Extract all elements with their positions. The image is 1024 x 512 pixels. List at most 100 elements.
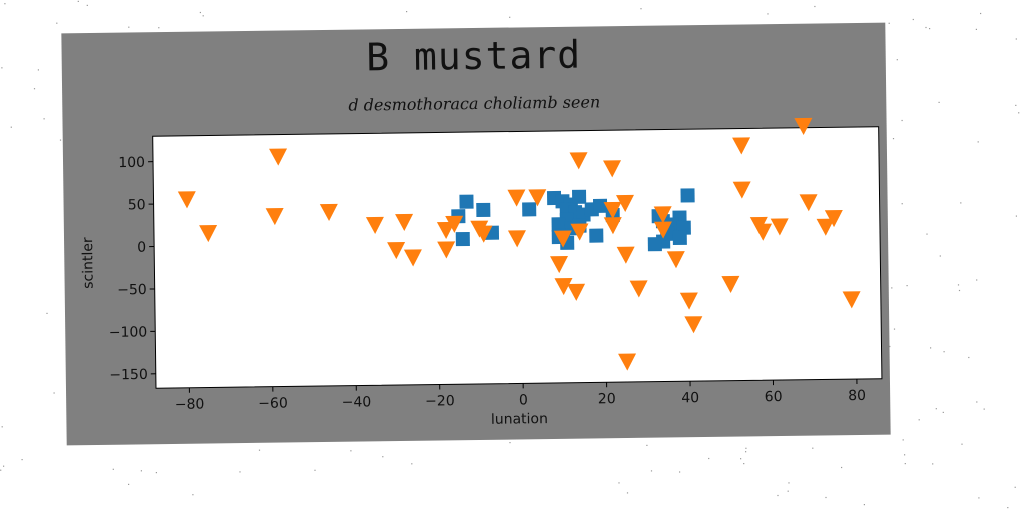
orange-triangle-point <box>653 221 672 239</box>
blue-square-point <box>589 228 604 243</box>
noise-dot <box>3 465 5 467</box>
orange-triangle-point <box>603 217 622 235</box>
orange-triangle-point <box>265 207 284 226</box>
noise-dot <box>968 356 970 359</box>
noise-dot <box>4 3 6 5</box>
noise-dot <box>745 447 747 449</box>
noise-dot <box>975 28 977 30</box>
blue-square-point <box>551 217 566 232</box>
noise-dot <box>1018 112 1020 114</box>
noise-dot <box>978 497 980 499</box>
y-tick-label: 0 <box>137 240 146 256</box>
noise-dot <box>0 469 2 471</box>
noise-dot <box>1015 104 1017 106</box>
noise-dot <box>640 8 642 10</box>
noise-dot <box>912 18 914 21</box>
orange-triangle-point <box>754 223 773 241</box>
noise-dot <box>239 471 241 473</box>
noise-dot <box>128 483 130 485</box>
blue-square-point <box>672 230 687 246</box>
orange-triangle-point <box>603 160 622 178</box>
orange-triangle-point <box>603 201 622 219</box>
blue-square-point <box>522 202 537 217</box>
orange-triangle-point <box>437 241 456 259</box>
blue-square-point <box>680 188 695 203</box>
orange-triangle-point <box>177 191 196 209</box>
axis-ticks: −80 −60 −40 −20 0 20 40 60 80 −150 −100 −50 0 50 100 <box>109 155 866 413</box>
noise-dot <box>788 482 790 484</box>
orange-triangle-point <box>721 275 740 293</box>
noise-dot <box>943 351 945 353</box>
noise-dot <box>958 289 961 292</box>
noise-dot <box>977 141 979 143</box>
noise-dot <box>314 469 316 471</box>
noise-dot <box>59 139 62 141</box>
noise-dot <box>892 138 895 140</box>
noise-dot <box>777 494 779 497</box>
orange-triangle-point <box>507 189 526 207</box>
y-tick-label: −100 <box>109 324 148 341</box>
noise-dot <box>1014 486 1016 488</box>
orange-triangle-point <box>395 213 414 232</box>
orange-triangle-point <box>770 218 789 236</box>
noise-dot <box>929 28 931 30</box>
noise-dot <box>258 449 261 451</box>
noise-dot <box>10 126 12 128</box>
orange-triangle-point <box>684 316 703 334</box>
blue-square-point <box>572 189 587 204</box>
y-tick-label: −50 <box>117 282 147 298</box>
noise-dot <box>708 457 710 460</box>
noise-dot <box>863 504 865 506</box>
orange-triangle-point <box>824 209 843 228</box>
noise-dot <box>626 492 629 494</box>
orange-triangle-point <box>365 216 384 234</box>
x-tick-label: −80 <box>175 397 205 413</box>
noise-dot <box>37 69 39 71</box>
orange-triangle-point <box>387 242 406 260</box>
orange-triangle-point <box>653 206 672 224</box>
noise-dot <box>926 233 928 235</box>
noise-dot <box>740 458 742 460</box>
noise-dot <box>199 11 201 14</box>
orange-triangle-point <box>732 181 751 199</box>
noise-dot <box>411 463 413 465</box>
noise-dot <box>53 392 55 394</box>
orange-triangle-point <box>569 152 588 170</box>
orange-triangle-point <box>616 246 635 264</box>
x-tick-label: 20 <box>598 391 616 407</box>
noise-dot <box>904 454 906 456</box>
noise-dot <box>896 59 898 61</box>
noise-dot <box>128 26 130 28</box>
y-tick-label: −150 <box>109 367 148 384</box>
noise-dot <box>43 118 45 120</box>
noise-dot <box>406 11 408 13</box>
noise-dot <box>814 5 816 8</box>
orange-triangle-point <box>445 215 464 233</box>
noise-dot <box>56 22 58 24</box>
noise-dot <box>906 285 908 287</box>
noise-dot <box>930 347 932 349</box>
noise-dot <box>743 463 745 465</box>
noise-dot <box>77 0 79 3</box>
noise-dot <box>155 472 157 474</box>
noise-dot <box>646 444 648 446</box>
orange-triangle-point <box>436 221 455 239</box>
orange-triangle-point <box>550 256 569 274</box>
noise-dot <box>812 447 814 449</box>
x-tick-label: −60 <box>258 395 288 411</box>
noise-dot <box>902 439 904 441</box>
blue-square-point <box>592 198 608 213</box>
noise-dot <box>918 419 920 421</box>
orange-triangle-point <box>679 292 698 310</box>
x-tick-label: 80 <box>848 388 866 404</box>
orange-triangle-point <box>570 223 589 241</box>
noise-dot <box>202 15 204 17</box>
noise-dot <box>942 411 944 413</box>
orange-triangle-point <box>199 224 218 243</box>
noise-dot <box>893 328 896 330</box>
noise-dot <box>1 67 3 69</box>
blue-square-point <box>647 237 662 252</box>
noise-dot <box>650 470 653 472</box>
noise-dot <box>901 119 903 122</box>
